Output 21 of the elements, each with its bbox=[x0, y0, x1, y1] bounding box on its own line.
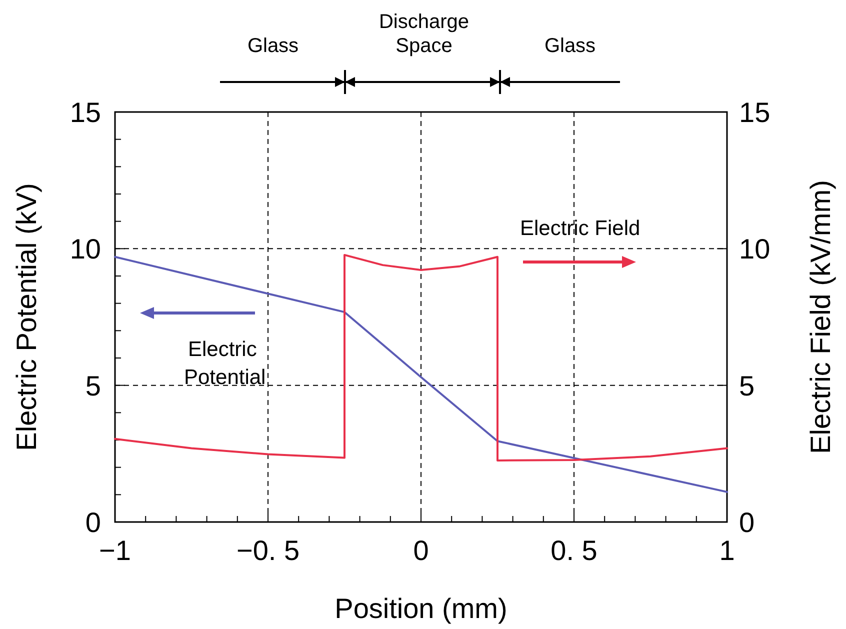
y-axis-title: Electric Potential (kV) bbox=[11, 183, 42, 451]
x-tick-label: −0. 5 bbox=[236, 535, 300, 566]
text: Glass bbox=[544, 35, 596, 57]
y2-tick-label: 15 bbox=[739, 97, 770, 128]
y-tick-label: 0 bbox=[85, 507, 101, 538]
y2-axis-title: Electric Field (kV/mm) bbox=[805, 180, 836, 454]
legend-label: Electric Potential bbox=[184, 338, 266, 389]
x-tick-label: 1 bbox=[719, 535, 735, 566]
y-tick-label: 15 bbox=[70, 97, 101, 128]
y2-tick-label: 5 bbox=[739, 370, 755, 402]
text: Glass bbox=[247, 35, 299, 57]
x-axis-title: Position (mm) bbox=[334, 593, 508, 624]
y2-tick-label: 10 bbox=[739, 234, 770, 265]
y-tick-label: 5 bbox=[85, 370, 101, 402]
y-tick-label: 10 bbox=[70, 234, 101, 265]
text: Discharge Space bbox=[378, 11, 470, 57]
y2-tick-label: 0 bbox=[739, 507, 755, 538]
series-label: Electric Field bbox=[520, 217, 640, 240]
x-tick-label: 0 bbox=[413, 535, 429, 566]
x-tick-label: −1 bbox=[99, 535, 131, 566]
x-tick-label: 0. 5 bbox=[550, 535, 598, 566]
